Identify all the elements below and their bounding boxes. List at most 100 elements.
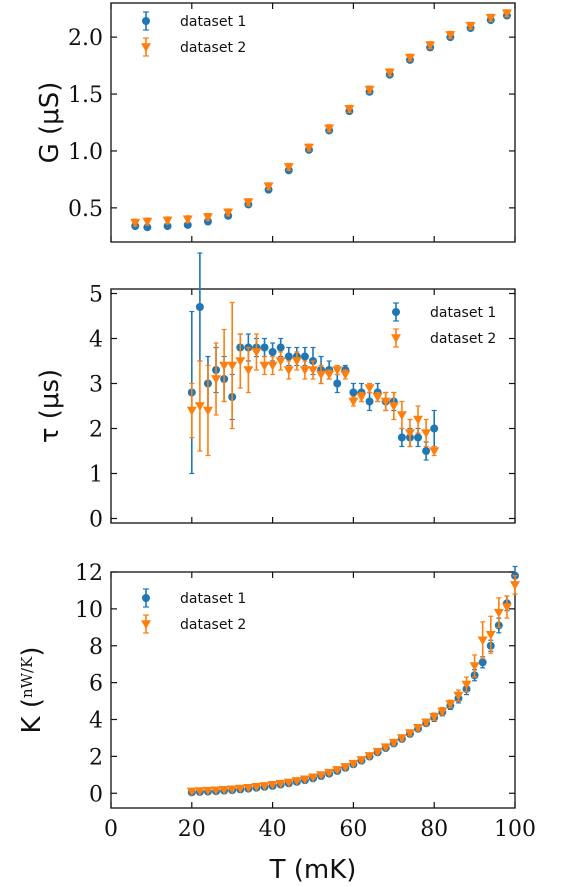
axes-frame	[110, 288, 516, 524]
data-point	[303, 143, 314, 153]
data-point	[283, 778, 294, 788]
data-point	[211, 786, 222, 796]
x-tick-label: 20	[178, 817, 206, 842]
x-tick-label: 80	[420, 817, 448, 842]
data-point	[461, 680, 472, 690]
data-point	[384, 68, 395, 78]
data-point	[364, 384, 375, 393]
legend-marker	[392, 308, 400, 316]
axes-frame	[110, 571, 516, 809]
data-point	[219, 361, 230, 371]
data-point	[453, 691, 464, 701]
data-point	[227, 785, 238, 795]
data-point	[501, 9, 512, 19]
data-point	[421, 718, 432, 728]
data-point	[142, 217, 153, 227]
y-tick-label: 12	[75, 561, 103, 586]
data-point	[194, 402, 205, 411]
data-point	[267, 361, 278, 371]
y-tick-label: 10	[75, 598, 103, 623]
y-axis-label: τ (μs)	[35, 369, 65, 443]
data-point	[469, 662, 480, 672]
data-point	[493, 608, 504, 618]
data-point	[324, 370, 335, 380]
data-point	[333, 379, 342, 388]
legend-marker	[142, 594, 150, 602]
data-point	[404, 729, 415, 738]
data-point	[299, 775, 310, 785]
data-point	[235, 357, 246, 366]
data-point	[324, 768, 335, 778]
data-point	[478, 658, 487, 667]
data-point	[202, 786, 213, 796]
data-point	[276, 343, 285, 352]
data-point	[324, 124, 335, 134]
y-tick-label: 2	[89, 745, 103, 770]
data-point	[223, 208, 234, 218]
data-point	[267, 781, 278, 790]
data-point	[413, 415, 424, 425]
data-point	[501, 603, 512, 613]
data-point	[340, 763, 351, 772]
data-point	[437, 707, 448, 717]
data-point	[396, 411, 407, 420]
data-point	[344, 105, 355, 114]
legend-marker	[142, 17, 150, 25]
data-point	[429, 712, 440, 722]
legend-label: dataset 2	[430, 331, 496, 347]
data-point	[283, 366, 294, 375]
data-point	[283, 163, 294, 172]
data-point	[332, 366, 343, 375]
y-tick-label: 1	[89, 463, 103, 488]
data-point	[340, 370, 351, 380]
data-point	[430, 424, 439, 433]
legend-label: dataset 2	[180, 40, 246, 56]
data-point	[259, 361, 270, 371]
data-point	[372, 393, 383, 402]
axes-frame	[110, 2, 516, 243]
legend-label: dataset 1	[180, 591, 246, 607]
y-tick-label: 1.5	[68, 83, 103, 108]
legend-label: dataset 1	[180, 14, 246, 30]
data-point	[195, 303, 204, 311]
x-tick-label: 100	[494, 817, 536, 842]
data-point	[291, 777, 302, 786]
y-tick-label: 8	[89, 635, 103, 660]
data-point	[251, 783, 262, 792]
data-point	[429, 447, 440, 456]
data-point	[130, 218, 141, 228]
data-point	[186, 406, 197, 416]
data-point	[332, 766, 343, 775]
y-tick-label: 6	[89, 672, 103, 697]
y-axis-label: K (nW/K)	[17, 647, 47, 734]
legend: dataset 1 dataset 2	[141, 11, 246, 57]
data-point	[211, 375, 222, 384]
data-point	[404, 429, 415, 438]
data-point	[364, 85, 375, 95]
data-point	[260, 343, 269, 352]
panel-tau: 0 1 2 3 4 5 τ (μs) dataset 1 dataset 2	[35, 252, 516, 533]
data-point	[235, 784, 246, 794]
data-point	[251, 348, 262, 357]
data-point	[308, 773, 318, 783]
data-point	[425, 41, 436, 51]
data-point	[275, 779, 286, 789]
panel-thermal-conductance: 0 2 4 6 8 10 12 0 20 40 60 80 100 T (mK) K (nW/K) datas…	[17, 561, 536, 885]
data-point	[414, 433, 423, 442]
data-point	[243, 783, 254, 793]
series-2	[130, 9, 512, 228]
data-point	[275, 357, 286, 366]
y-tick-label: 3	[89, 373, 103, 398]
data-point	[445, 31, 456, 40]
data-point	[186, 787, 197, 797]
data-point	[413, 724, 424, 733]
data-point	[263, 182, 274, 192]
data-point	[404, 53, 415, 63]
y-axis-label: G (μS)	[35, 82, 65, 164]
legend: dataset 1 dataset 2	[391, 302, 496, 348]
legend-marker	[141, 43, 151, 52]
series-2	[186, 575, 520, 797]
data-point	[194, 787, 205, 797]
data-point	[348, 759, 359, 769]
